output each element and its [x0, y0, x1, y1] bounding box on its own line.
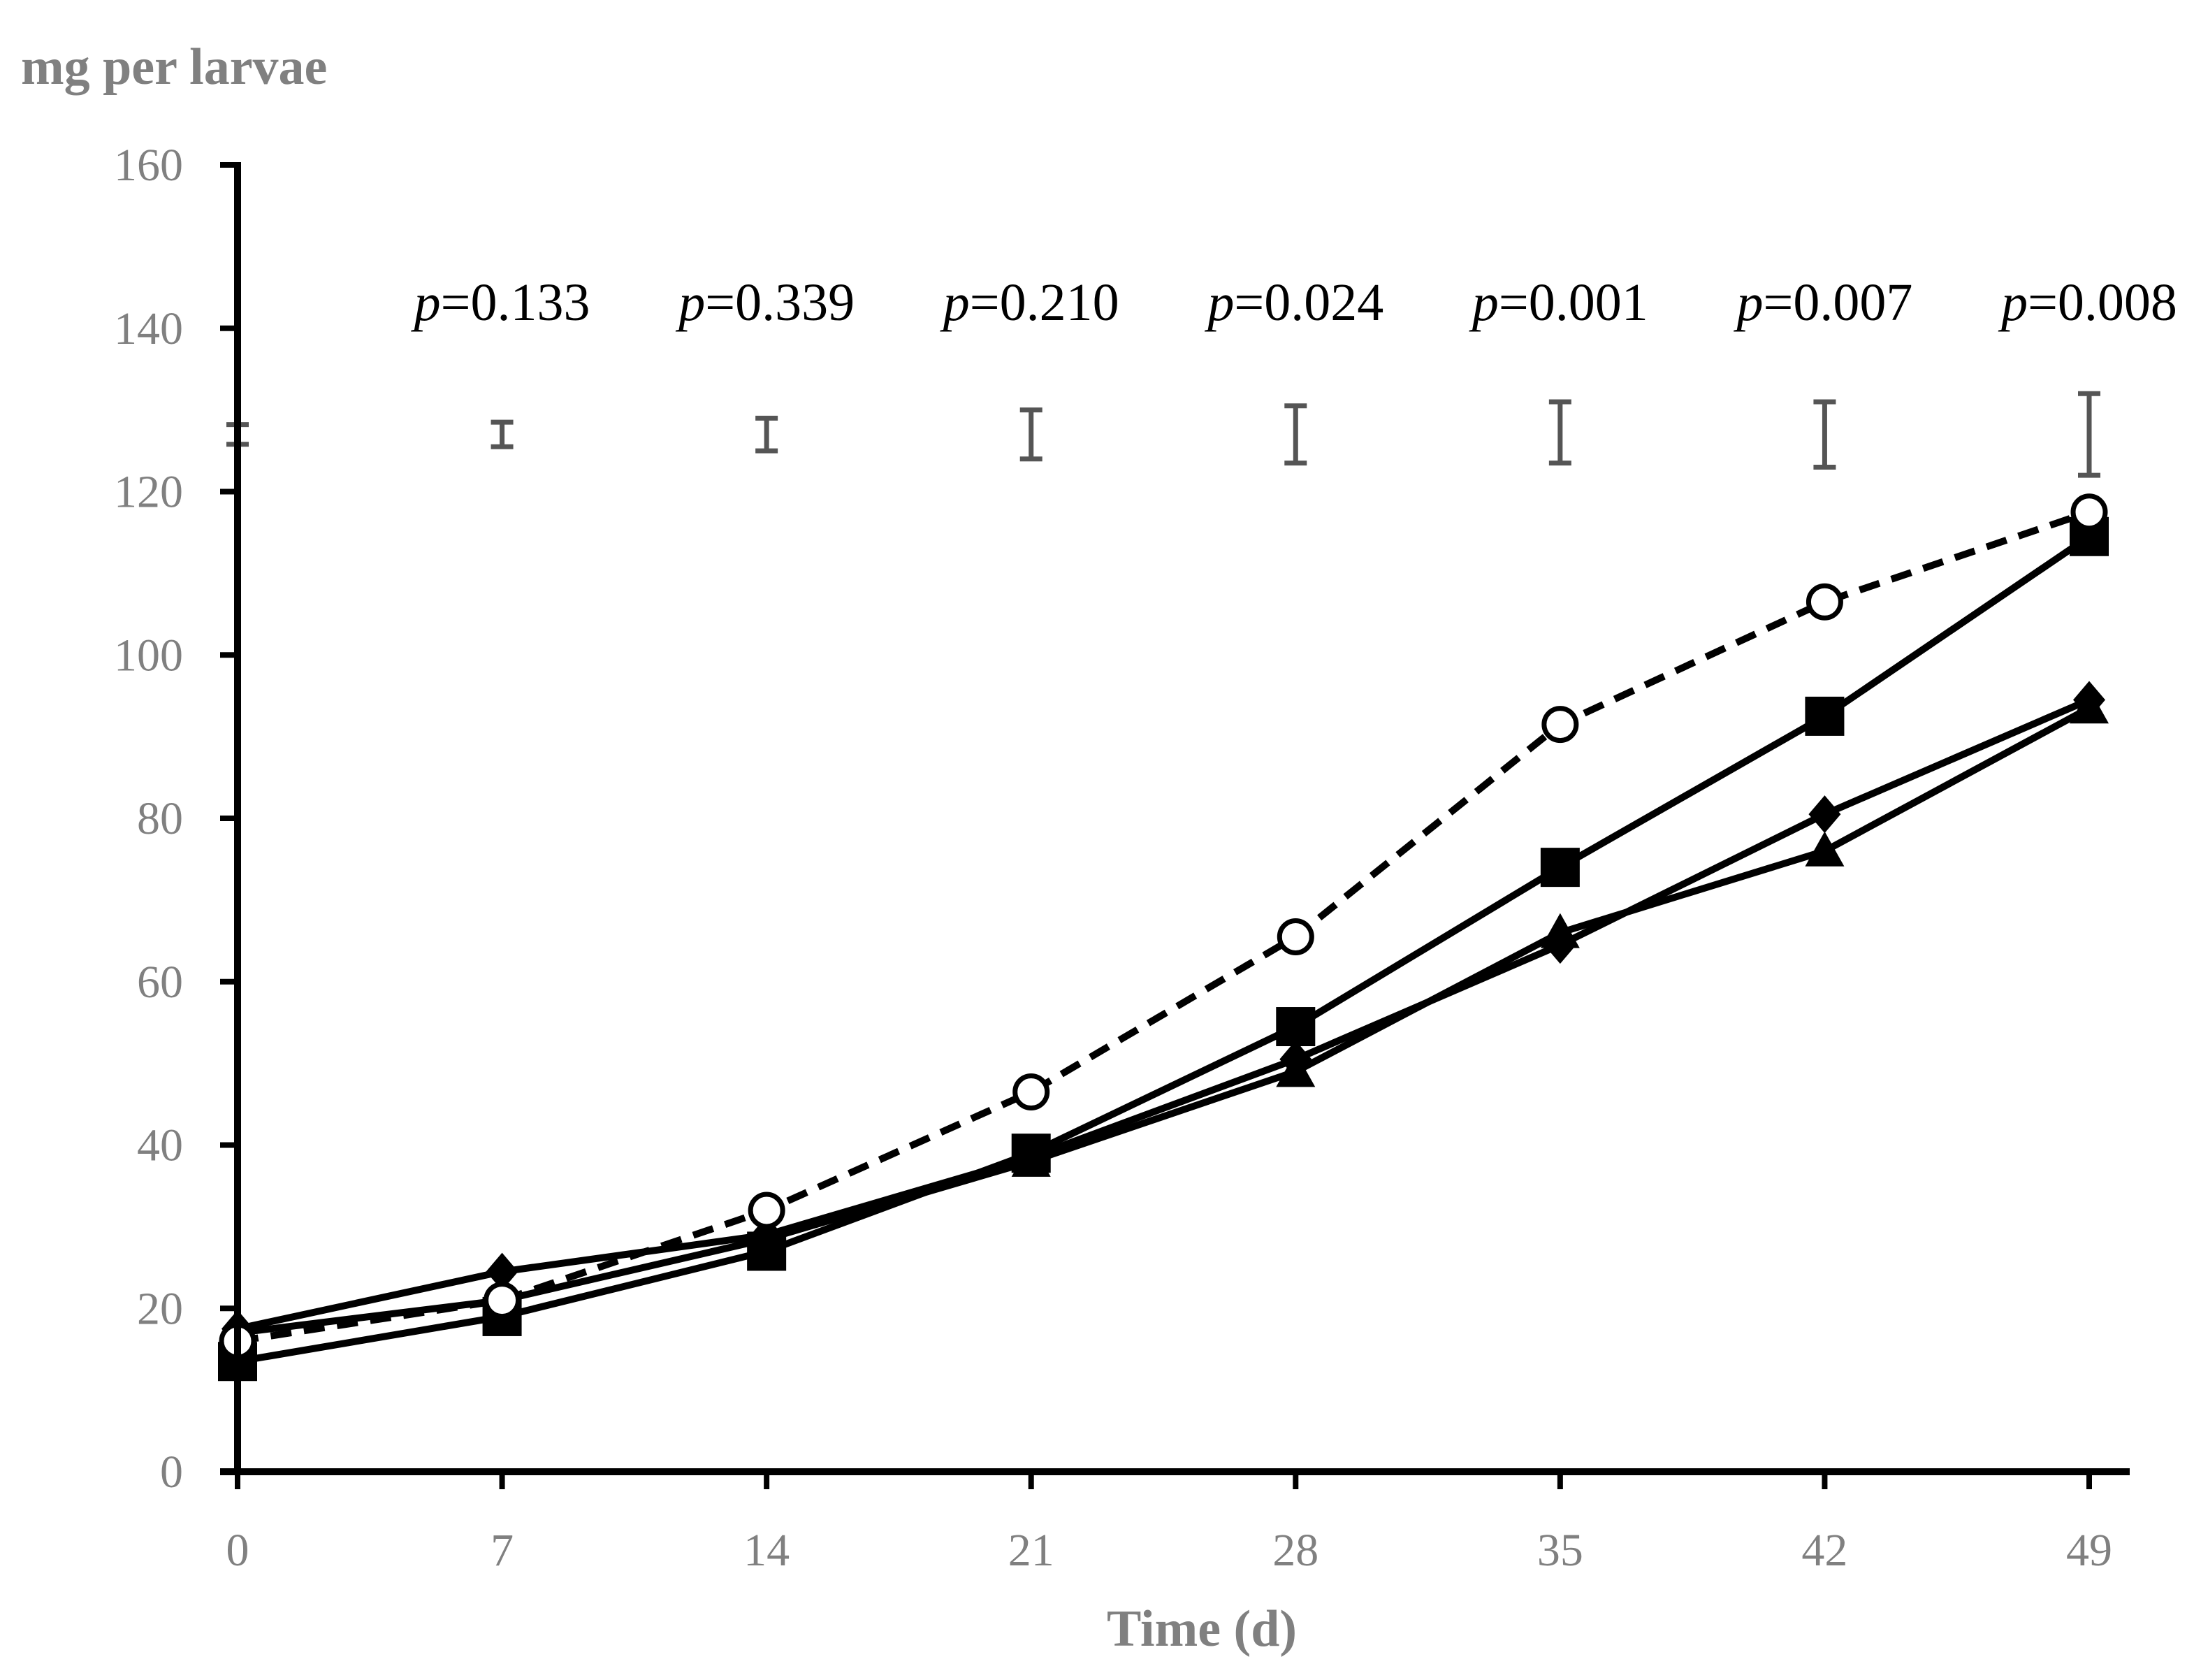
- error-bar-day-7: [491, 419, 514, 449]
- error-bar-day-35: [1548, 399, 1571, 466]
- p-symbol: p: [675, 273, 705, 332]
- y-axis-title: mg per larvae: [21, 38, 327, 96]
- marker-circle-open-day-21: [1012, 1073, 1050, 1111]
- y-tick-label-160: 160: [114, 140, 183, 191]
- y-tick-label-100: 100: [114, 630, 183, 681]
- x-axis-title: Time (d): [1107, 1600, 1297, 1658]
- p-value: =0.024: [1234, 273, 1383, 332]
- series-line-circle-open: [237, 508, 2091, 1345]
- x-axis-ticks: 0 7 14 21 28 35 42 49: [226, 1472, 2112, 1576]
- series-line-diamond: [236, 696, 2091, 1333]
- x-tick-label-49: 49: [2066, 1525, 2112, 1576]
- p-symbol: p: [1469, 273, 1499, 332]
- p-value: =0.001: [1499, 273, 1648, 332]
- marker-circle-open-day-42: [1806, 583, 1843, 621]
- marker-diamond-day-7: [486, 1252, 518, 1291]
- marker-diamond-day-49: [2073, 681, 2105, 719]
- series-line-square: [237, 533, 2091, 1366]
- p-symbol: p: [1733, 273, 1763, 332]
- y-axis-ticks: 0 20 40 60 80 100 120 140 160: [114, 140, 238, 1498]
- x-tick-label-35: 35: [1537, 1525, 1583, 1576]
- p-symbol: p: [1204, 273, 1234, 332]
- x-tick-label-21: 21: [1008, 1525, 1054, 1576]
- y-tick-label-40: 40: [137, 1120, 183, 1171]
- error-bar-day-28: [1284, 403, 1307, 466]
- marker-triangle-day-42: [1805, 831, 1845, 867]
- marker-diamond-day-42: [1808, 795, 1841, 834]
- p-symbol: p: [411, 273, 441, 332]
- error-bar-day-21: [1019, 407, 1042, 462]
- marker-diamond-day-35: [1543, 926, 1576, 964]
- marker-circle-open-day-49: [2070, 493, 2108, 531]
- marker-circle-open-day-28: [1277, 918, 1314, 955]
- series-markers: [218, 493, 2109, 1382]
- p-value-label-day-7: p=0.133: [411, 273, 590, 332]
- axes: 0 20 40 60 80 100 120 140 160 0 7 14 21 28 35 42 49: [114, 140, 2130, 1576]
- y-tick-label-60: 60: [137, 957, 183, 1008]
- marker-circle-open-day-7: [484, 1282, 521, 1319]
- x-tick-label-28: 28: [1272, 1525, 1318, 1576]
- error-bar-day-14: [755, 415, 778, 454]
- p-value-label-day-28: p=0.024: [1204, 273, 1383, 332]
- marker-square-day-42: [1805, 696, 1845, 736]
- p-value: =0.008: [2028, 273, 2177, 332]
- series-lines: [236, 508, 2091, 1366]
- y-tick-label-80: 80: [137, 793, 183, 844]
- p-value-label-day-42: p=0.007: [1733, 273, 1912, 332]
- p-value-label-day-49: p=0.008: [1998, 273, 2177, 332]
- p-symbol: p: [1998, 273, 2028, 332]
- y-tick-label-0: 0: [160, 1447, 183, 1498]
- p-value-label-day-21: p=0.210: [940, 273, 1119, 332]
- marker-circle-open-day-35: [1541, 706, 1579, 744]
- x-tick-label-14: 14: [743, 1525, 790, 1576]
- x-tick-label-7: 7: [491, 1525, 514, 1576]
- p-value: =0.210: [970, 273, 1119, 332]
- p-value-label-day-35: p=0.001: [1469, 273, 1648, 332]
- p-value-label-day-14: p=0.339: [675, 273, 855, 332]
- marker-square-day-28: [1276, 1007, 1316, 1047]
- marker-square-day-35: [1540, 848, 1580, 888]
- marker-square-day-14: [747, 1231, 787, 1271]
- p-value: =0.339: [705, 273, 855, 332]
- error-bar-day-49: [2078, 391, 2100, 478]
- marker-square-day-21: [1011, 1134, 1051, 1173]
- error-bar-day-42: [1813, 399, 1836, 470]
- p-value: =0.133: [441, 273, 590, 332]
- series-line-triangle: [237, 704, 2091, 1337]
- x-tick-label-42: 42: [1801, 1525, 1847, 1576]
- y-tick-label-20: 20: [137, 1283, 183, 1334]
- p-symbol: p: [940, 273, 970, 332]
- x-tick-label-0: 0: [226, 1525, 249, 1576]
- p-value-annotations: p=0.133 p=0.339 p=0.210 p=0.024 p=0.001 p=0.0…: [411, 273, 2177, 332]
- p-value: =0.007: [1763, 273, 1912, 332]
- marker-circle-open-day-14: [748, 1192, 785, 1229]
- error-bars: [226, 391, 2100, 478]
- marker-diamond-day-28: [1279, 1040, 1312, 1078]
- y-tick-label-120: 120: [114, 467, 183, 518]
- y-tick-label-140: 140: [114, 303, 183, 354]
